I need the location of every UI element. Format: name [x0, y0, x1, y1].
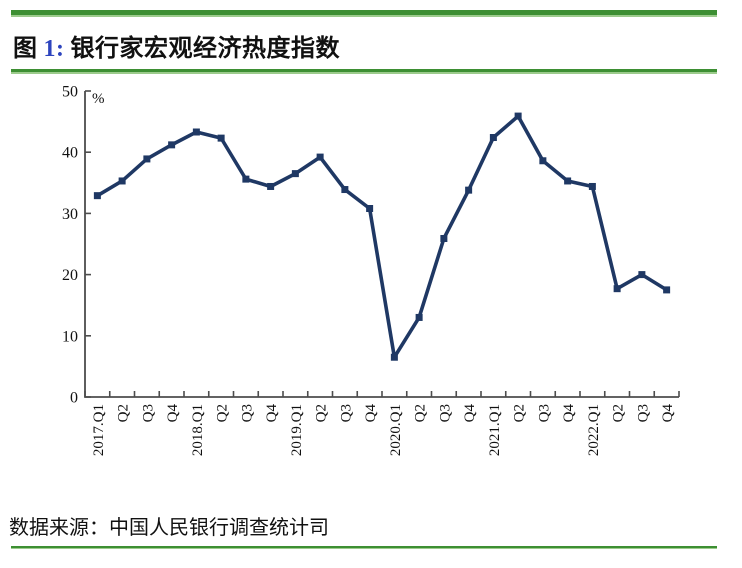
x-tick-label: Q2: [512, 404, 528, 422]
figure-title: 图 1: 银行家宏观经济热度指数: [13, 28, 340, 63]
data-point-marker: [514, 112, 522, 120]
figure-number-link[interactable]: 1:: [43, 36, 65, 62]
axis-lines: [84, 91, 679, 398]
x-tick-label: 2021.Q1: [487, 404, 503, 456]
y-axis-unit-label: %: [92, 91, 105, 107]
data-point-marker: [316, 153, 324, 161]
x-tick-label: 2019.Q1: [289, 404, 305, 456]
x-tick-label: Q4: [462, 404, 478, 423]
line-chart: 0 10 20 30 40 50 % 2017.Q1 Q2 Q3 Q4 2018.Q1 Q2 Q3 Q4 20…: [62, 84, 680, 456]
data-point-marker: [415, 313, 423, 321]
x-tick-label: 2017.Q1: [91, 404, 107, 456]
data-point-marker: [489, 134, 497, 142]
data-line: [96, 114, 668, 360]
x-tick-label: Q4: [264, 404, 280, 423]
x-tick-label: Q2: [215, 404, 231, 422]
y-tick-label: 10: [62, 328, 78, 345]
x-tick-label: Q3: [140, 404, 156, 422]
x-tick-label: Q4: [363, 404, 379, 423]
data-source-note: 数据来源：中国人民银行调查统计司: [9, 517, 329, 539]
data-point-marker: [242, 175, 250, 183]
data-point-marker: [465, 186, 473, 194]
data-point-marker: [192, 128, 200, 136]
x-tick-label: Q2: [413, 404, 429, 422]
data-point-marker: [613, 285, 621, 293]
data-point-marker: [168, 141, 176, 149]
x-tick-label: Q3: [239, 404, 255, 422]
data-point-marker: [638, 271, 646, 279]
data-point-marker: [267, 182, 275, 190]
y-tick-label: 30: [62, 206, 78, 223]
data-point-marker: [390, 353, 398, 361]
data-point-marker: [588, 182, 596, 190]
x-tick-label: Q3: [536, 404, 552, 422]
x-tick-label: Q4: [561, 404, 577, 423]
bottom-divider: [11, 546, 717, 549]
x-tick-label: Q3: [338, 404, 354, 422]
data-point-marker: [440, 234, 448, 242]
x-tick-label: 2018.Q1: [190, 404, 206, 456]
data-point-marker: [341, 186, 349, 194]
data-point-marker: [564, 177, 572, 185]
data-point-marker: [663, 286, 671, 294]
top-divider: [11, 10, 717, 17]
x-tick-label: Q2: [611, 404, 627, 422]
figure-label: 图: [13, 36, 38, 62]
data-point-marker: [539, 157, 547, 165]
data-point-marker: [143, 155, 151, 163]
y-tick-label: 50: [62, 84, 78, 101]
x-tick-label: 2022.Q1: [586, 404, 602, 456]
x-tick-label: Q2: [116, 404, 132, 422]
x-tick-label: Q2: [314, 404, 330, 422]
data-point-marker: [291, 170, 299, 178]
data-point-marker: [93, 192, 101, 200]
x-tick-label: Q4: [165, 404, 181, 423]
y-tick-label: 0: [70, 390, 78, 407]
y-tick-label: 40: [62, 145, 78, 162]
data-point-marker: [217, 134, 225, 142]
data-point-marker: [118, 177, 126, 185]
title-divider: [11, 69, 717, 74]
x-tick-label: Q3: [437, 404, 453, 422]
figure-title-text: 银行家宏观经济热度指数: [70, 36, 340, 62]
x-tick-label: Q3: [635, 404, 651, 422]
x-tick-label: Q4: [660, 404, 676, 423]
data-point-marker: [366, 205, 374, 213]
x-tick-label: 2020.Q1: [388, 404, 404, 456]
y-tick-label: 20: [62, 267, 78, 284]
